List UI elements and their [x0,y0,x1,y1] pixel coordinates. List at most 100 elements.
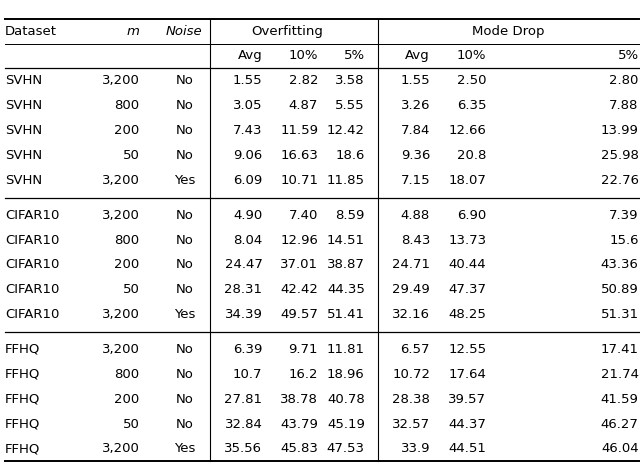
Text: 44.51: 44.51 [449,442,486,455]
Text: 33.9: 33.9 [401,442,430,455]
Text: SVHN: SVHN [5,174,42,187]
Text: 800: 800 [115,99,140,112]
Text: 14.51: 14.51 [327,234,365,247]
Text: 7.39: 7.39 [609,209,639,222]
Text: 1.55: 1.55 [401,74,430,87]
Text: 16.63: 16.63 [280,149,318,162]
Text: SVHN: SVHN [5,99,42,112]
Text: 200: 200 [115,124,140,137]
Text: 32.16: 32.16 [392,308,430,321]
Text: No: No [175,149,193,162]
Text: 29.49: 29.49 [392,283,430,296]
Text: 16.2: 16.2 [289,368,318,381]
Text: 4.88: 4.88 [401,209,430,222]
Text: Noise: Noise [166,25,203,38]
Text: FFHQ: FFHQ [5,442,40,455]
Text: 44.35: 44.35 [327,283,365,296]
Text: 5%: 5% [618,50,639,63]
Text: CIFAR10: CIFAR10 [5,234,60,247]
Text: FFHQ: FFHQ [5,417,40,431]
Text: 17.41: 17.41 [601,343,639,356]
Text: 32.57: 32.57 [392,417,430,431]
Text: CIFAR10: CIFAR10 [5,209,60,222]
Text: 41.59: 41.59 [601,393,639,406]
Text: 13.73: 13.73 [448,234,486,247]
Text: 50: 50 [123,149,140,162]
Text: 10.7: 10.7 [233,368,262,381]
Text: Yes: Yes [173,174,195,187]
Text: 28.31: 28.31 [225,283,262,296]
Text: No: No [175,283,193,296]
Text: 12.42: 12.42 [327,124,365,137]
Text: 6.09: 6.09 [233,174,262,187]
Text: 3,200: 3,200 [102,308,140,321]
Text: 3.26: 3.26 [401,99,430,112]
Text: 7.43: 7.43 [233,124,262,137]
Text: 7.40: 7.40 [289,209,318,222]
Text: 51.41: 51.41 [327,308,365,321]
Text: No: No [175,74,193,87]
Text: 46.04: 46.04 [601,442,639,455]
Text: 15.6: 15.6 [609,234,639,247]
Text: No: No [175,368,193,381]
Text: 800: 800 [115,234,140,247]
Text: 17.64: 17.64 [449,368,486,381]
Text: 34.39: 34.39 [225,308,262,321]
Text: 20.8: 20.8 [457,149,486,162]
Text: No: No [175,393,193,406]
Text: 45.83: 45.83 [280,442,318,455]
Text: 6.35: 6.35 [457,99,486,112]
Text: 44.37: 44.37 [449,417,486,431]
Text: 18.07: 18.07 [449,174,486,187]
Text: 46.27: 46.27 [601,417,639,431]
Text: Yes: Yes [173,308,195,321]
Text: 40.44: 40.44 [449,258,486,271]
Text: $m$: $m$ [125,25,140,38]
Text: 8.59: 8.59 [335,209,365,222]
Text: 6.57: 6.57 [401,343,430,356]
Text: 9.06: 9.06 [233,149,262,162]
Text: 800: 800 [115,368,140,381]
Text: 10%: 10% [457,50,486,63]
Text: 47.37: 47.37 [449,283,486,296]
Text: Avg: Avg [237,50,262,63]
Text: 3.05: 3.05 [233,99,262,112]
Text: 10%: 10% [289,50,318,63]
Text: 12.66: 12.66 [449,124,486,137]
Text: CIFAR10: CIFAR10 [5,283,60,296]
Text: No: No [175,99,193,112]
Text: 42.42: 42.42 [280,283,318,296]
Text: 4.87: 4.87 [289,99,318,112]
Text: 9.36: 9.36 [401,149,430,162]
Text: 3,200: 3,200 [102,442,140,455]
Text: No: No [175,124,193,137]
Text: 47.53: 47.53 [327,442,365,455]
Text: 3,200: 3,200 [102,343,140,356]
Text: 28.38: 28.38 [392,393,430,406]
Text: No: No [175,258,193,271]
Text: 12.96: 12.96 [280,234,318,247]
Text: 43.79: 43.79 [280,417,318,431]
Text: 4.90: 4.90 [233,209,262,222]
Text: 8.04: 8.04 [233,234,262,247]
Text: 43.36: 43.36 [601,258,639,271]
Text: 3,200: 3,200 [102,74,140,87]
Text: 3,200: 3,200 [102,174,140,187]
Text: 5%: 5% [344,50,365,63]
Text: 24.71: 24.71 [392,258,430,271]
Text: 27.81: 27.81 [225,393,262,406]
Text: 49.57: 49.57 [280,308,318,321]
Text: 50: 50 [123,283,140,296]
Text: Avg: Avg [405,50,430,63]
Text: 7.84: 7.84 [401,124,430,137]
Text: 11.81: 11.81 [327,343,365,356]
Text: 2.80: 2.80 [609,74,639,87]
Text: 22.76: 22.76 [601,174,639,187]
Text: 13.99: 13.99 [601,124,639,137]
Text: SVHN: SVHN [5,149,42,162]
Text: No: No [175,417,193,431]
Text: 50: 50 [123,417,140,431]
Text: 48.25: 48.25 [449,308,486,321]
Text: 8.43: 8.43 [401,234,430,247]
Text: 2.82: 2.82 [289,74,318,87]
